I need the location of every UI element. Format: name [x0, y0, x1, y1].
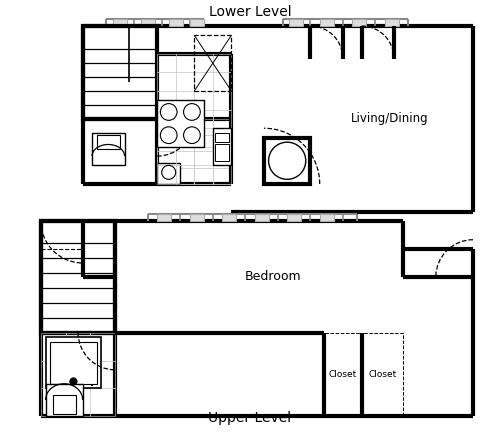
- Bar: [157, 128, 176, 147]
- Bar: [46, 384, 82, 416]
- Bar: [190, 214, 203, 221]
- Bar: [157, 54, 176, 72]
- Bar: [92, 133, 124, 165]
- Circle shape: [70, 378, 77, 385]
- Bar: [157, 147, 176, 165]
- Bar: [66, 333, 90, 361]
- Bar: [213, 128, 232, 147]
- Bar: [176, 72, 194, 91]
- Bar: [168, 19, 182, 26]
- Bar: [254, 214, 268, 221]
- Bar: [213, 128, 232, 165]
- Bar: [194, 91, 213, 110]
- Bar: [264, 138, 310, 184]
- Bar: [82, 26, 157, 119]
- Bar: [194, 147, 213, 165]
- Bar: [141, 19, 155, 26]
- Bar: [176, 91, 194, 110]
- Bar: [194, 54, 213, 72]
- Bar: [213, 110, 232, 128]
- Bar: [157, 135, 176, 152]
- Bar: [287, 214, 301, 221]
- Bar: [194, 135, 213, 152]
- Bar: [222, 214, 236, 221]
- Bar: [320, 214, 334, 221]
- Bar: [41, 333, 66, 361]
- Bar: [50, 342, 96, 384]
- Bar: [41, 221, 82, 249]
- Bar: [384, 19, 398, 26]
- Bar: [176, 54, 194, 72]
- Bar: [90, 388, 115, 416]
- Bar: [157, 168, 176, 184]
- Bar: [194, 110, 213, 128]
- Bar: [290, 19, 304, 26]
- Bar: [66, 388, 90, 416]
- Bar: [194, 72, 213, 91]
- Bar: [157, 214, 171, 221]
- Bar: [194, 128, 213, 147]
- Bar: [176, 152, 194, 168]
- Bar: [194, 36, 232, 91]
- Bar: [113, 19, 127, 26]
- Bar: [213, 168, 232, 184]
- Bar: [194, 165, 213, 184]
- Bar: [176, 165, 194, 184]
- Bar: [52, 395, 76, 414]
- Bar: [213, 135, 232, 152]
- Text: Bedroom: Bedroom: [245, 270, 302, 284]
- Bar: [352, 19, 366, 26]
- Bar: [213, 165, 232, 184]
- Bar: [215, 145, 229, 161]
- Text: Living/Dining: Living/Dining: [350, 113, 428, 126]
- Bar: [157, 163, 180, 184]
- Bar: [90, 333, 115, 361]
- Bar: [194, 168, 213, 184]
- Bar: [157, 110, 176, 128]
- Bar: [176, 147, 194, 165]
- Bar: [96, 135, 120, 149]
- Bar: [176, 135, 194, 152]
- Bar: [213, 54, 232, 72]
- Bar: [213, 72, 232, 91]
- Bar: [157, 91, 176, 110]
- Bar: [157, 100, 204, 147]
- Bar: [213, 147, 232, 165]
- Bar: [66, 361, 90, 388]
- Bar: [176, 128, 194, 147]
- Bar: [194, 152, 213, 168]
- Text: Lower Level: Lower Level: [208, 5, 292, 19]
- Bar: [213, 152, 232, 168]
- Bar: [157, 165, 176, 184]
- Bar: [157, 152, 176, 168]
- Bar: [194, 119, 213, 135]
- Bar: [157, 72, 176, 91]
- Bar: [157, 119, 176, 135]
- Text: Closet: Closet: [368, 370, 396, 379]
- Bar: [320, 19, 334, 26]
- Bar: [213, 91, 232, 110]
- Bar: [176, 119, 194, 135]
- Bar: [176, 168, 194, 184]
- Bar: [46, 337, 102, 388]
- Bar: [215, 133, 229, 142]
- Bar: [41, 388, 66, 416]
- Text: Upper Level: Upper Level: [208, 410, 292, 425]
- Bar: [213, 119, 232, 135]
- Text: Closet: Closet: [329, 370, 357, 379]
- Bar: [41, 361, 66, 388]
- Bar: [176, 110, 194, 128]
- Bar: [324, 333, 362, 416]
- Bar: [362, 333, 404, 416]
- Bar: [90, 361, 115, 388]
- Bar: [41, 221, 116, 333]
- Bar: [190, 19, 203, 26]
